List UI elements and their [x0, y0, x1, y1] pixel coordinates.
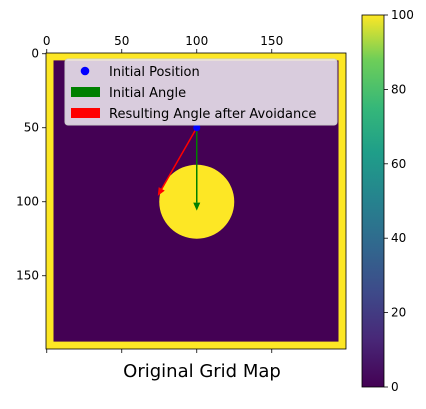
colorbar-tick-label: 80: [391, 82, 406, 96]
colorbar-tick-label: 20: [391, 306, 406, 320]
y-tick-label: 0: [31, 47, 39, 61]
colorbar-tick-label: 40: [391, 231, 406, 245]
initial-angle-arrow: [193, 127, 201, 211]
avoidance-arrow-shaft: [161, 127, 198, 190]
legend: Initial Position Initial Angle Resulting…: [64, 58, 338, 126]
colorbar-gradient: [361, 14, 385, 388]
legend-label-resulting-angle: Resulting Angle after Avoidance: [109, 107, 316, 122]
legend-marker-initial-position: [80, 66, 90, 76]
chart-title: Original Grid Map: [123, 361, 281, 382]
legend-patch-initial-angle: [71, 87, 100, 97]
colorbar-tick-label: 0: [391, 380, 399, 394]
plot-frame: [45, 52, 347, 350]
legend-label-initial-angle: Initial Angle: [109, 86, 186, 101]
legend-box: [64, 58, 338, 126]
legend-label-initial-position: Initial Position: [109, 65, 200, 80]
avoidance-arrow: [157, 127, 198, 196]
colorbar: 0 20 40 60 80 100: [361, 8, 414, 394]
colorbar-tick-label: 100: [391, 8, 414, 22]
chart-marks: [157, 124, 201, 211]
colorbar-tick-label: 60: [391, 157, 406, 171]
y-tick-label: 100: [16, 195, 39, 209]
initial-angle-arrow-head: [193, 202, 201, 211]
y-tick-label: 150: [16, 269, 39, 283]
colorbar-ticks: 0 20 40 60 80 100: [384, 8, 414, 394]
y-axis-ticks: 0 50 100 150: [16, 47, 46, 283]
x-tick-label: 50: [114, 34, 129, 48]
x-tick-label: 150: [260, 34, 283, 48]
x-axis-ticks: 0 50 100 150: [43, 34, 283, 353]
initial-position-marker: [193, 124, 201, 132]
x-tick-label: 0: [43, 34, 51, 48]
avoidance-arrow-head: [157, 187, 165, 196]
x-tick-label: 100: [185, 34, 208, 48]
legend-patch-resulting-angle: [71, 108, 100, 118]
y-tick-label: 50: [24, 121, 39, 135]
